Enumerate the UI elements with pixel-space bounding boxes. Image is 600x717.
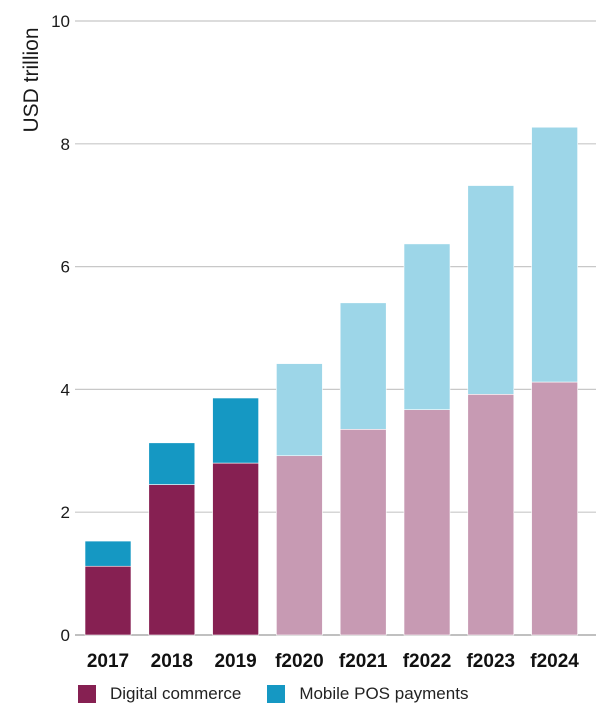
x-axis-ticks: 2017 2018 2019 f2020 f2021 f2022 f2023 f2024 [87, 651, 579, 672]
legend-item-mobile-pos: Mobile POS payments [267, 684, 468, 704]
y-tick-label: 8 [61, 135, 70, 154]
legend-label-mobile-pos: Mobile POS payments [299, 684, 469, 703]
x-tick-label: f2024 [530, 651, 579, 672]
legend-swatch-digital-commerce [78, 685, 96, 703]
x-tick-label: f2022 [403, 651, 452, 672]
y-tick-label: 2 [61, 503, 70, 522]
bar-digital-commerce [339, 429, 387, 636]
bar-digital-commerce [84, 565, 132, 636]
bar-mobile-pos [467, 185, 515, 395]
bar-mobile-pos [531, 126, 578, 383]
legend-label-digital-commerce: Digital commerce [110, 684, 242, 703]
y-axis-ticks: 0 2 4 6 8 10 [51, 12, 70, 645]
x-tick-label: f2021 [339, 651, 388, 672]
y-tick-label: 10 [51, 12, 70, 31]
bar-digital-commerce [403, 409, 451, 636]
bar-digital-commerce [212, 462, 259, 636]
bar-digital-commerce [531, 381, 578, 636]
bar-mobile-pos [276, 363, 323, 457]
y-tick-label: 6 [61, 258, 70, 277]
x-tick-label: f2023 [466, 651, 515, 672]
x-tick-label: 2017 [87, 651, 129, 672]
legend-swatch-mobile-pos [267, 685, 286, 703]
bars [84, 126, 578, 636]
x-tick-label: f2020 [275, 651, 324, 672]
bar-digital-commerce [467, 394, 515, 636]
bar-mobile-pos [339, 302, 387, 430]
legend-item-digital-commerce: Digital commerce [78, 684, 241, 704]
x-tick-label: 2019 [214, 651, 256, 672]
y-axis-label: USD trillion [20, 27, 43, 132]
y-tick-label: 4 [61, 380, 70, 399]
y-tick-label: 0 [61, 626, 70, 645]
stacked-bar-chart: 0 2 4 6 8 10 2017 2018 2019 f2020 f2021 f2022 f2023… [20, 12, 596, 672]
bar-mobile-pos [212, 397, 259, 464]
bar-digital-commerce [276, 455, 323, 636]
x-tick-label: 2018 [151, 651, 193, 672]
bar-mobile-pos [148, 442, 196, 485]
bar-mobile-pos [84, 540, 132, 567]
bar-mobile-pos [403, 243, 451, 410]
legend: Digital commerce Mobile POS payments [78, 684, 494, 704]
bar-digital-commerce [148, 484, 196, 636]
